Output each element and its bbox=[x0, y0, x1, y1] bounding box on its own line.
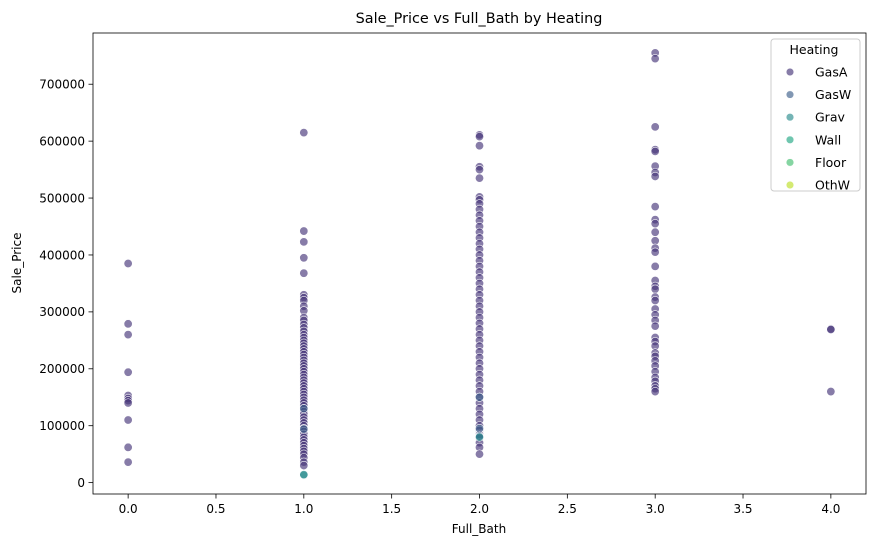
point-gasa-2 bbox=[123, 330, 133, 340]
y-axis: 0 100000 200000 300000 400000 500000 600000 700… bbox=[39, 78, 93, 490]
point-gasa-11 bbox=[299, 128, 309, 138]
point-gasa-144 bbox=[650, 284, 660, 294]
x-tick-label-2: 1.0 bbox=[294, 502, 313, 516]
point-gasa-1 bbox=[123, 319, 133, 329]
point-gasa-73 bbox=[474, 132, 484, 142]
point-gasa-12 bbox=[299, 226, 309, 236]
points-layer bbox=[123, 48, 836, 480]
legend: Heating GasA GasW Grav Wall Floor OthW bbox=[770, 38, 861, 193]
point-gasa-165 bbox=[826, 325, 836, 335]
point-gasa-141 bbox=[650, 261, 660, 271]
point-gasa-10 bbox=[123, 457, 133, 467]
x-tick-label-7: 3.5 bbox=[733, 502, 752, 516]
legend-box bbox=[770, 38, 861, 192]
legend-label-gasa: GasA bbox=[815, 65, 848, 80]
point-gasa-9 bbox=[123, 442, 133, 452]
x-tick-label-5: 2.5 bbox=[558, 502, 577, 516]
point-gasa-13 bbox=[299, 237, 309, 247]
point-gasa-127 bbox=[650, 54, 660, 64]
x-tick-label-8: 4.0 bbox=[821, 502, 840, 516]
point-gasa-71 bbox=[299, 461, 309, 471]
point-gasa-140 bbox=[650, 247, 660, 257]
legend-label-wall: Wall bbox=[815, 132, 841, 147]
y-tick-label-5: 500000 bbox=[39, 191, 85, 205]
point-gasa-136 bbox=[650, 219, 660, 229]
legend-marker-gasw bbox=[785, 90, 795, 99]
legend-label-othw: OthW bbox=[815, 178, 850, 193]
x-tick-label-0: 0.0 bbox=[119, 502, 138, 516]
x-tick-label-6: 3.0 bbox=[646, 502, 665, 516]
point-gasa-74 bbox=[474, 141, 484, 151]
legend-label-grav: Grav bbox=[815, 110, 845, 125]
point-grav-2 bbox=[474, 432, 484, 442]
point-gasa-137 bbox=[650, 227, 660, 237]
x-axis: 0.0 0.5 1.0 1.5 2.0 2.5 3.0 3.5 4.0 bbox=[119, 494, 840, 516]
y-tick-label-6: 600000 bbox=[39, 134, 85, 148]
x-tick-label-1: 0.5 bbox=[206, 502, 225, 516]
point-gasa-7 bbox=[123, 398, 133, 408]
point-gasa-134 bbox=[650, 202, 660, 212]
y-tick-label-7: 700000 bbox=[39, 78, 85, 92]
point-gasw-0 bbox=[299, 404, 309, 414]
point-gasa-125 bbox=[474, 449, 484, 459]
y-tick-label-2: 200000 bbox=[39, 362, 85, 376]
point-gasa-130 bbox=[650, 146, 660, 156]
legend-marker-othw bbox=[785, 180, 795, 190]
y-tick-label-0: 0 bbox=[77, 476, 85, 490]
point-gasa-76 bbox=[474, 165, 484, 175]
chart-title: Sale_Price vs Full_Bath by Heating bbox=[356, 11, 603, 27]
point-gasa-128 bbox=[650, 122, 660, 132]
point-grav-1 bbox=[299, 470, 309, 480]
y-tick-label-4: 400000 bbox=[39, 248, 85, 262]
y-tick-label-1: 100000 bbox=[39, 419, 85, 433]
legend-marker-floor bbox=[785, 158, 795, 167]
point-gasa-3 bbox=[123, 367, 133, 377]
x-tick-label-4: 2.0 bbox=[470, 502, 489, 516]
point-gasa-166 bbox=[826, 387, 836, 397]
point-gasa-14 bbox=[299, 253, 309, 263]
legend-label-gasw: GasW bbox=[815, 87, 851, 102]
point-gasa-163 bbox=[650, 387, 660, 397]
legend-marker-wall bbox=[785, 135, 795, 144]
point-gasa-146 bbox=[650, 295, 660, 305]
legend-title: Heating bbox=[790, 42, 839, 57]
y-tick-label-3: 300000 bbox=[39, 305, 85, 319]
point-gasa-150 bbox=[650, 321, 660, 331]
point-gasw-1 bbox=[299, 424, 309, 434]
point-gasa-0 bbox=[123, 258, 133, 268]
legend-label-floor: Floor bbox=[815, 155, 847, 170]
point-gasa-15 bbox=[299, 268, 309, 278]
legend-marker-gasa bbox=[785, 67, 795, 77]
point-gasa-77 bbox=[474, 173, 484, 183]
point-gasa-133 bbox=[650, 171, 660, 181]
point-gasw-2 bbox=[474, 392, 484, 402]
x-tick-label-3: 1.5 bbox=[382, 502, 401, 516]
point-gasa-8 bbox=[123, 415, 133, 425]
legend-marker-grav bbox=[785, 113, 795, 122]
x-axis-label: Full_Bath bbox=[452, 522, 506, 536]
y-axis-label: Sale_Price bbox=[10, 233, 24, 294]
legend-items: GasA GasW Grav Wall Floor OthW bbox=[785, 65, 851, 193]
